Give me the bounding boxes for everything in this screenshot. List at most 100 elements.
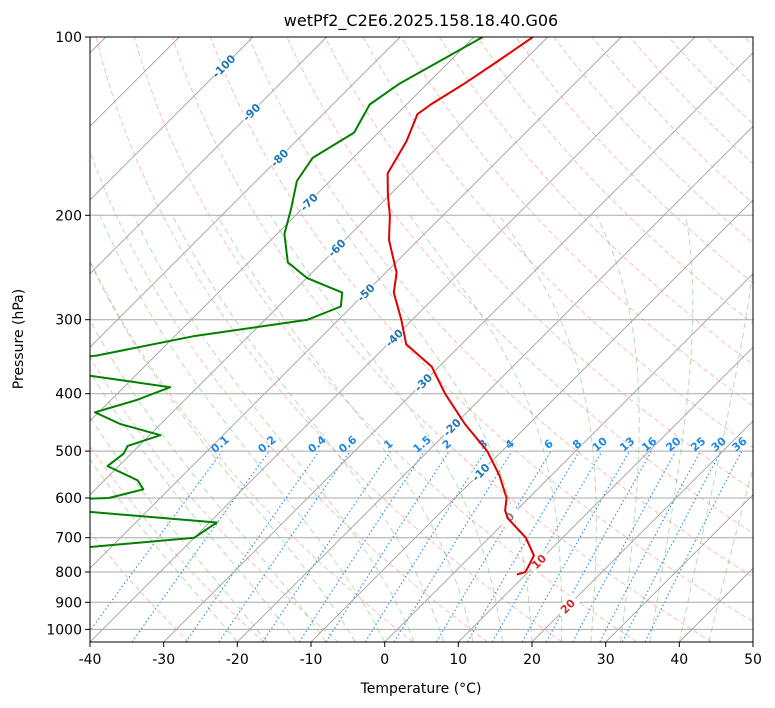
axes: -40 -30 -20 -10 0 10 20 30 40 5010020030040050060… xyxy=(46,30,762,668)
isotherm-label-bg xyxy=(439,415,464,440)
isotherm-label: -30 xyxy=(412,371,435,394)
dry-adiabat xyxy=(706,37,753,86)
mixing-ratio-label: 1 xyxy=(381,437,395,452)
moist-adiabat xyxy=(678,265,753,642)
mixing-ratio-line xyxy=(185,450,320,642)
x-tick-label: 50 xyxy=(744,652,762,668)
mixing-ratio-line xyxy=(393,450,513,642)
dry-adiabat xyxy=(90,531,190,642)
isotherm-line xyxy=(678,567,753,642)
dry-adiabat xyxy=(248,37,753,578)
x-tick-label: -20 xyxy=(226,652,249,668)
moist-adiabat xyxy=(499,215,597,642)
isotherm-label: -100 xyxy=(210,52,239,81)
moist-adiabat xyxy=(649,215,694,642)
x-tick-label: 0 xyxy=(380,652,389,668)
x-tick-label: -40 xyxy=(79,652,102,668)
mixing-ratio-line xyxy=(218,450,351,642)
mixing-ratio-line xyxy=(262,450,392,642)
x-tick-label: 20 xyxy=(523,652,541,668)
dry-adiabat xyxy=(591,37,753,204)
moist-adiabat xyxy=(172,215,445,642)
isotherm-label-bg xyxy=(497,504,522,530)
isotherm-line xyxy=(752,641,753,642)
isotherm-label-bg xyxy=(382,325,407,350)
isotherm-line xyxy=(310,199,753,642)
isotherm-line xyxy=(163,52,753,642)
isotherm-label: -90 xyxy=(240,101,263,124)
isotherm-label-bg xyxy=(296,190,321,215)
dry-adiabat xyxy=(171,37,712,642)
isotherm-line xyxy=(90,37,328,275)
y-tick-label: 1000 xyxy=(46,622,82,638)
moist-adiabat xyxy=(133,215,415,642)
y-tick-label: 700 xyxy=(55,531,82,547)
isotherm-label: -70 xyxy=(298,191,321,214)
mixing-ratio-label: 0.2 xyxy=(255,433,278,455)
moist-adiabat xyxy=(596,215,640,642)
isotherm-label-bg xyxy=(353,280,378,305)
y-tick-label: 500 xyxy=(55,444,82,460)
isotherm-label-bg xyxy=(555,594,580,619)
dry-adiabat xyxy=(95,37,563,642)
moist-adiabat xyxy=(90,260,356,642)
isotherm-label-bg xyxy=(526,549,551,574)
y-tick-label: 400 xyxy=(55,387,82,403)
y-axis-label: Pressure (hPa) xyxy=(11,289,27,389)
isotherm-label-bg xyxy=(324,235,349,260)
y-tick-label: 900 xyxy=(55,595,82,611)
y-tick-label: 600 xyxy=(55,491,82,507)
dry-adiabat xyxy=(210,37,753,623)
x-tick-label: -10 xyxy=(300,652,323,668)
dry-adiabat xyxy=(668,37,753,125)
x-tick-label: 40 xyxy=(670,652,688,668)
x-tick-label: 10 xyxy=(449,652,467,668)
x-tick-label: 30 xyxy=(597,652,615,668)
mixing-ratio-line xyxy=(298,450,425,642)
isotherm-line xyxy=(236,125,753,642)
mixing-ratio-line xyxy=(644,450,743,642)
moist-adiabat xyxy=(90,370,297,642)
x-axis-label: Temperature (°C) xyxy=(360,681,482,697)
mixing-ratio-line xyxy=(521,450,631,642)
isotherm-label-bg xyxy=(468,460,493,485)
isotherm-line xyxy=(90,37,549,496)
isotherm-label-bg xyxy=(267,145,292,170)
dry-adiabat xyxy=(515,37,753,284)
moist-adiabat xyxy=(270,215,503,642)
dry-adiabat xyxy=(553,37,753,244)
dry-adiabat xyxy=(438,37,753,366)
isotherm-line xyxy=(90,37,622,569)
isotherm-label-bg xyxy=(239,100,264,125)
isotherm-line xyxy=(605,494,753,642)
mixing-ratio-line xyxy=(90,450,223,632)
x-tick-label: -30 xyxy=(152,652,175,668)
sounding-profiles xyxy=(90,37,535,576)
isotherm-line xyxy=(384,273,753,642)
temperature-profile xyxy=(386,37,535,576)
dry-adiabat xyxy=(90,259,414,642)
mixing-ratio-label: 2 xyxy=(440,437,454,452)
isotherm-line xyxy=(90,37,254,201)
mixing-ratio-line xyxy=(599,450,702,642)
mixing-ratio-line xyxy=(325,450,450,642)
moist-adiabat xyxy=(90,458,238,642)
mixing-ratio-line xyxy=(131,450,270,642)
mixing-ratio-label: 0.6 xyxy=(336,433,360,456)
moist-adiabat xyxy=(333,215,533,642)
dry-adiabat xyxy=(324,37,753,491)
isotherm-label-bg xyxy=(411,370,436,395)
isotherm-line xyxy=(90,37,475,422)
mixing-ratio-label: 4 xyxy=(503,437,517,452)
dry-adiabat xyxy=(400,37,753,407)
mixing-ratio-label: 1.5 xyxy=(411,433,434,455)
dewpoint-profile xyxy=(90,37,484,548)
moist-adiabat xyxy=(90,416,268,642)
moist-adiabat xyxy=(217,215,474,642)
moist-adiabat xyxy=(708,466,753,642)
y-tick-label: 100 xyxy=(55,30,82,46)
dry-adiabat xyxy=(90,356,339,642)
chart-title: wetPf2_C2E6.2025.158.18.40.G06 xyxy=(284,11,558,31)
y-tick-label: 300 xyxy=(55,313,82,329)
